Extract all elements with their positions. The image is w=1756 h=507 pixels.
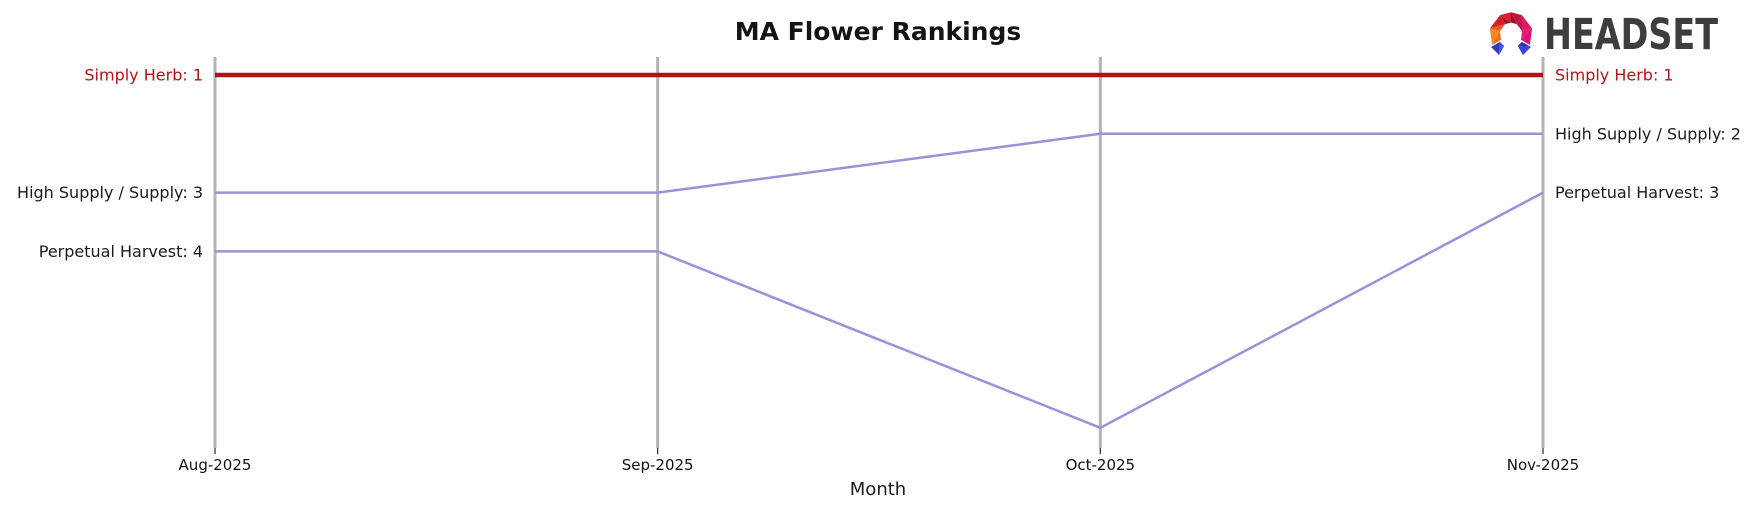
headset-logo-text: HEADSET [1544,10,1719,57]
x-axis-title: Month [849,479,907,500]
chart-title: MA Flower Rankings [734,17,1022,46]
tick-label-Nov-2025: Nov-2025 [1507,456,1579,474]
series-line-perpetual-harvest [215,191,1544,430]
series-label-right-high-supply-supply: High Supply / Supply: 2 [1555,124,1741,143]
tick-label-Aug-2025: Aug-2025 [179,456,252,474]
tick-label-Sep-2025: Sep-2025 [622,456,694,474]
headset-logo: HEADSET [1485,7,1720,59]
series-label-right-perpetual-harvest: Perpetual Harvest: 3 [1555,183,1719,202]
series-label-left-simply-herb: Simply Herb: 1 [84,66,203,85]
headset-logo-icon [1489,12,1533,56]
headset-logo-wordmark: HEADSET [1544,10,1719,57]
series-label-left-high-supply-supply: High Supply / Supply: 3 [17,183,203,202]
series-line-high-supply-supply [215,132,1543,194]
series-label-left-perpetual-harvest: Perpetual Harvest: 4 [39,242,203,261]
series-label-right-simply-herb: Simply Herb: 1 [1555,66,1674,85]
tick-label-Oct-2025: Oct-2025 [1066,456,1136,474]
